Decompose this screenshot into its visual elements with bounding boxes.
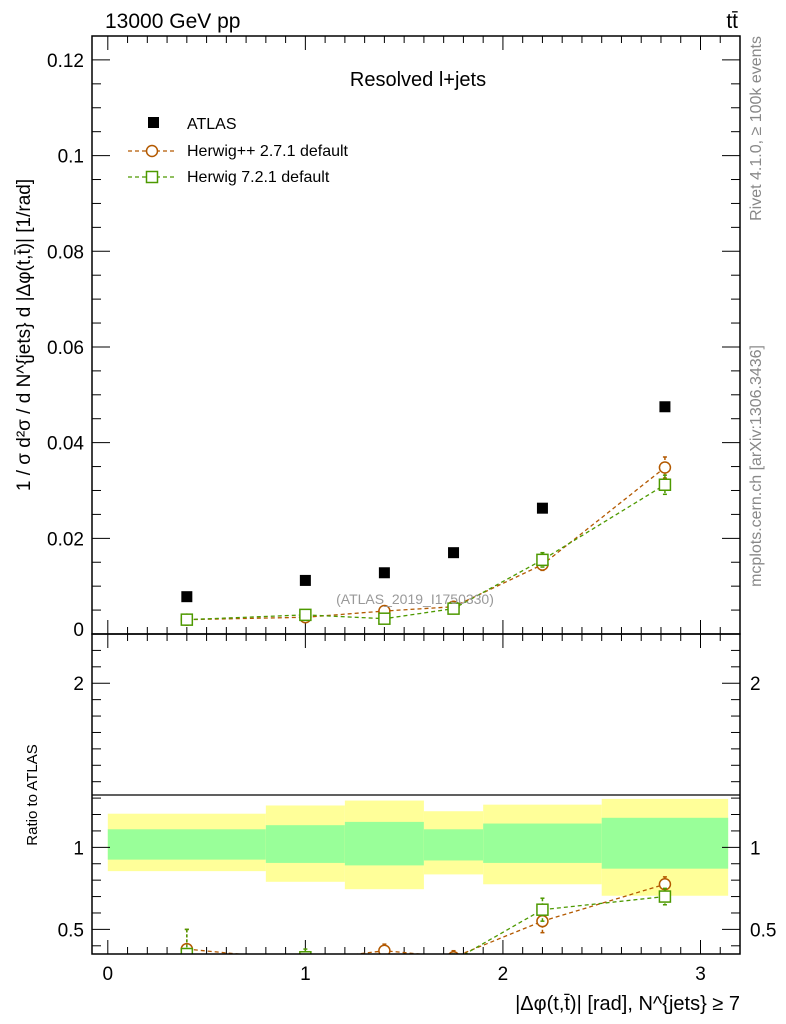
series-line-herwig7 (186, 484, 666, 621)
y-tick-label-ratio-right: 1 (750, 838, 761, 859)
data-point-atlas (181, 591, 193, 603)
energy-label: 13000 GeV pp (105, 10, 240, 33)
y-tick-label-ratio-right: 2 (750, 674, 761, 695)
process-label: tt̄ (726, 10, 738, 33)
y-tick-label-ratio-right: 0.5 (750, 920, 776, 941)
legend-label-atlas: ATLAS (187, 116, 237, 133)
ratio-data-layer (180, 876, 672, 974)
data-point-atlas (536, 502, 548, 514)
legend-marker-herwig7 (145, 170, 159, 184)
main-panel: 0 0.02 0.04 0.06 0.08 0.1 0.12 Resolved l+jets… (14, 35, 741, 641)
x-axis-label: |Δφ(t,t̄)| [rad], N^{jets} ≥ 7 (515, 993, 740, 1015)
data-point-herwig7 (299, 608, 312, 622)
rivet-label: Rivet 4.1.0, ≥ 100k events (748, 36, 765, 221)
stat-uncertainty-band (601, 817, 729, 869)
y-tick-label-ratio: 2 (73, 674, 84, 695)
data-point-herwig7 (180, 613, 194, 626)
y-tick-label-main: 0.06 (47, 338, 84, 359)
watermark: (ATLAS_2019_I1750330) (336, 591, 494, 607)
stat-uncertainty-band (423, 829, 484, 861)
main-data-layer (180, 401, 672, 626)
data-point-atlas (659, 401, 671, 413)
legend-marker-herwigpp (145, 144, 159, 158)
x-tick-labels: 0 1 2 3 (103, 964, 706, 985)
ratio-panel: 0.5 0.5 1 1 2 2 Ratio to ATLAS 0 1 2 3 |Δφ(t,t̄)… (24, 633, 776, 1015)
y-tick-label-main: 0.12 (47, 51, 84, 72)
ratio-point-herwigpp (378, 944, 391, 954)
ratio-frame (91, 633, 741, 955)
x-tick-label: 1 (300, 964, 311, 985)
ratio-line-herwig7 (186, 895, 665, 954)
y-tick-label-main: 0.08 (47, 242, 84, 263)
data-point-atlas (299, 574, 311, 586)
data-point-herwig7 (658, 478, 672, 491)
x-tick-label: 0 (103, 964, 114, 985)
data-point-atlas (378, 567, 390, 579)
y-axis-label-ratio: Ratio to ATLAS (24, 744, 41, 845)
ratio-point-herwig7 (180, 947, 194, 954)
ratio-point-herwig7 (299, 951, 312, 954)
mcplots-label: mcplots.cern.ch [arXiv:1306.3436] (748, 345, 765, 587)
main-axis-ticks: 0 0.02 0.04 0.06 0.08 0.1 0.12 (47, 35, 740, 641)
stat-uncertainty-band (483, 823, 602, 863)
chart-title: Resolved l+jets (350, 69, 486, 91)
ratio-point-herwig7 (379, 963, 390, 974)
y-tick-label-ratio: 1 (73, 838, 84, 859)
y-tick-label-main: 0.02 (47, 529, 84, 550)
y-tick-label-main: 0 (73, 620, 84, 641)
ratio-axis-ticks: 0.5 0.5 1 1 2 2 (58, 633, 776, 954)
data-point-atlas (448, 547, 460, 559)
legend-label-herwig7: Herwig 7.2.1 default (187, 169, 330, 186)
y-axis-label-main: 1 / σ d²σ / d N^{jets} d |Δφ(t,t̄)| [1/r… (14, 179, 35, 491)
stat-uncertainty-band (107, 829, 266, 860)
legend-marker-atlas (148, 117, 159, 128)
x-tick-label: 3 (695, 964, 706, 985)
ratio-point-herwig7 (536, 903, 549, 916)
stat-uncertainty-band (265, 825, 345, 863)
legend-label-herwigpp: Herwig++ 2.7.1 default (187, 143, 349, 160)
ratio-series-group (180, 876, 672, 974)
data-point-herwig7 (378, 612, 391, 625)
ratio-uncertainty-bands (107, 798, 729, 896)
data-point-herwig7 (447, 602, 460, 615)
series-line-herwigpp (186, 467, 666, 621)
legend: ATLAS Herwig++ 2.7.1 default Herwig 7.2.… (128, 116, 349, 186)
ratio-point-herwig7 (658, 890, 672, 903)
y-tick-label-ratio: 0.5 (58, 920, 84, 941)
y-tick-label-main: 0.1 (58, 147, 84, 168)
y-tick-label-main: 0.04 (47, 434, 84, 455)
x-tick-label: 2 (498, 964, 509, 985)
stat-uncertainty-band (344, 821, 424, 866)
ratio-line-herwigpp (186, 883, 666, 954)
data-point-herwigpp (658, 461, 672, 474)
data-point-herwig7 (536, 553, 549, 567)
ratio-point-herwig7 (448, 955, 459, 966)
